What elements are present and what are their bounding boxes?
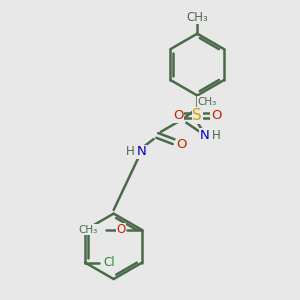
Text: H: H — [126, 145, 134, 158]
Text: Cl: Cl — [103, 256, 115, 269]
Text: CH₃: CH₃ — [197, 97, 217, 107]
Text: O: O — [173, 109, 184, 122]
Text: O: O — [116, 224, 125, 236]
Text: H: H — [212, 129, 221, 142]
Text: N: N — [200, 129, 209, 142]
Text: CH₃: CH₃ — [186, 11, 208, 24]
Text: O: O — [176, 138, 187, 151]
Text: N: N — [137, 145, 146, 158]
Text: CH₃: CH₃ — [78, 225, 97, 235]
Text: S: S — [192, 108, 202, 123]
Text: O: O — [211, 109, 221, 122]
